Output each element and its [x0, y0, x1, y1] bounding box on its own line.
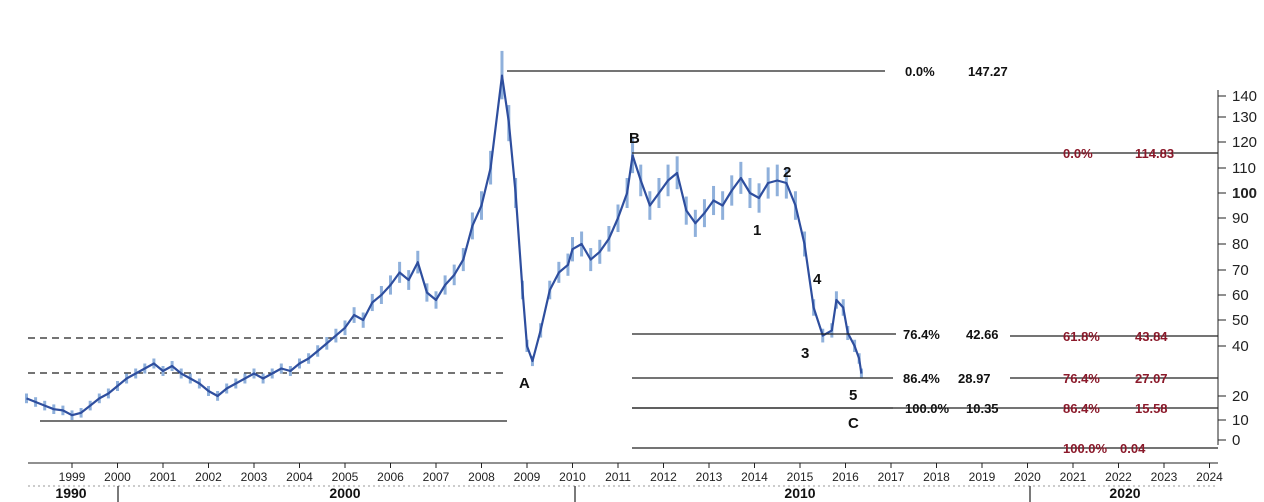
x-tick-label: 2000 [104, 470, 131, 484]
y-tick-label: 90 [1232, 210, 1249, 227]
x-tick-label: 2016 [832, 470, 859, 484]
fib-label-black: 86.4% [903, 371, 940, 386]
x-tick-label: 2022 [1105, 470, 1132, 484]
fib-value-black: 28.97 [958, 371, 991, 386]
x-tick-label: 2013 [696, 470, 723, 484]
fib-value-black: 147.27 [968, 64, 1008, 79]
x-tick-label: 2003 [241, 470, 268, 484]
x-tick-label: 2019 [969, 470, 996, 484]
x-tick-label: 2024 [1196, 470, 1223, 484]
x-tick-label: 1999 [59, 470, 86, 484]
fib-value-black: 42.66 [966, 327, 999, 342]
y-tick-label: 60 [1232, 287, 1249, 304]
y-tick-label: 50 [1232, 312, 1249, 329]
x-tick-label: 2004 [286, 470, 313, 484]
wave-label-3: 3 [801, 345, 809, 362]
y-tick-label: 130 [1232, 109, 1257, 126]
x-tick-label: 2023 [1151, 470, 1178, 484]
fib-label-red: 0.0% [1063, 146, 1093, 161]
y-tick-label: 10 [1232, 412, 1249, 429]
fib-label-red: 86.4% [1063, 401, 1100, 416]
x-tick-label: 2012 [650, 470, 677, 484]
x-tick-label: 2015 [787, 470, 814, 484]
y-tick-label: 0 [1232, 432, 1240, 449]
wave-label-A: A [519, 375, 530, 392]
fib-label-red: 76.4% [1063, 371, 1100, 386]
wave-label-1: 1 [753, 222, 761, 239]
decade-label: 2010 [784, 485, 815, 501]
wave-label-C: C [848, 415, 859, 432]
x-tick-label: 2009 [514, 470, 541, 484]
y-tick-label: 40 [1232, 338, 1249, 355]
y-tick-label: 70 [1232, 262, 1249, 279]
x-tick-label: 2021 [1060, 470, 1087, 484]
fib-label-red: 100.0% [1063, 441, 1108, 456]
fib-value-red: 114.83 [1135, 146, 1174, 161]
y-tick-label: 120 [1232, 134, 1257, 151]
y-tick-label: 80 [1232, 236, 1249, 253]
x-tick-label: 2011 [605, 470, 631, 484]
wave-label-4: 4 [813, 271, 822, 288]
fib-value-red: 0.04 [1120, 441, 1146, 456]
x-tick-label: 2006 [377, 470, 404, 484]
price-line [26, 74, 863, 417]
fib-label-black: 0.0% [905, 64, 935, 79]
x-tick-label: 2007 [423, 470, 450, 484]
wave-label-2: 2 [783, 164, 791, 181]
y-tick-label: 20 [1232, 388, 1249, 405]
fib-value-red: 27.07 [1135, 371, 1168, 386]
wave-label-B: B [629, 130, 640, 147]
x-tick-label: 2017 [878, 470, 905, 484]
wave-label-5: 5 [849, 387, 857, 404]
decade-label: 2020 [1109, 485, 1140, 501]
x-tick-label: 2020 [1014, 470, 1041, 484]
fib-value-red: 15.58 [1135, 401, 1168, 416]
x-tick-label: 2005 [332, 470, 359, 484]
x-tick-label: 2014 [741, 470, 768, 484]
decade-label: 1990 [55, 485, 86, 501]
x-tick-label: 2001 [150, 470, 177, 484]
y-tick-label: 100 [1232, 185, 1257, 202]
x-tick-label: 2002 [195, 470, 222, 484]
decade-label: 2000 [329, 485, 360, 501]
x-tick-label: 2018 [923, 470, 950, 484]
fib-value-red: 43.84 [1135, 329, 1168, 344]
fib-label-black: 76.4% [903, 327, 940, 342]
fib-label-red: 61.8% [1063, 329, 1100, 344]
y-tick-label: 110 [1232, 160, 1256, 177]
y-tick-label: 140 [1232, 88, 1257, 105]
x-tick-label: 2008 [468, 470, 495, 484]
x-tick-label: 2010 [559, 470, 586, 484]
